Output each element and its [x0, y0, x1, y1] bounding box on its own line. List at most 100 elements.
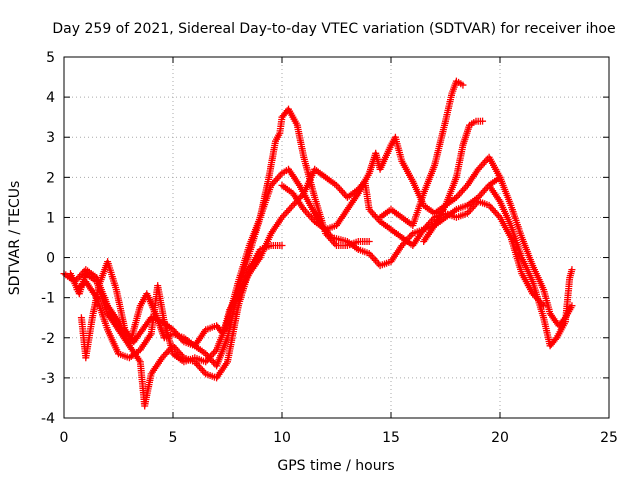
data-point-marks — [452, 143, 466, 181]
x-tick-label: 20 — [491, 430, 509, 446]
data-point-marks — [463, 199, 481, 217]
data-point-marks — [398, 213, 415, 228]
data-point-marks — [104, 310, 121, 332]
ticks: 0 5 10 15 20 25 -4 -3 -2 -1 0 1 2 3 4 5 — [41, 50, 618, 446]
data-point-marks — [518, 254, 536, 284]
data-point-marks — [442, 175, 460, 209]
data-point-marks — [311, 218, 328, 232]
data-point-marks — [463, 195, 480, 209]
data-point-marks — [322, 222, 338, 233]
data-point-marks — [518, 270, 536, 296]
data-point-marks — [431, 119, 449, 169]
y-tick-label: 3 — [46, 130, 55, 146]
data-point-marks — [376, 258, 393, 270]
data-point-marks — [409, 192, 427, 229]
data-point-marks — [139, 315, 154, 334]
data-point-marks — [466, 119, 478, 129]
data-point-marks — [540, 286, 553, 315]
data-point-marks — [169, 326, 186, 344]
data-point-marks — [391, 133, 405, 163]
data-point-marks — [104, 258, 120, 291]
data-point-marks — [420, 215, 437, 233]
data-point-marks — [169, 350, 186, 364]
data-point-marks — [376, 207, 393, 221]
data-point-marks — [245, 215, 263, 249]
data-point-marks — [88, 284, 102, 322]
y-tick-label: 1 — [46, 210, 55, 226]
data-point-marks — [431, 203, 448, 229]
data-point — [540, 302, 548, 310]
data-point-marks — [267, 215, 285, 237]
data-point-marks — [213, 360, 230, 382]
data-point-marks — [448, 79, 460, 97]
series-track-6 — [376, 77, 467, 229]
data-point-marks — [387, 243, 405, 266]
data-points — [60, 77, 576, 410]
data-point-marks — [202, 323, 218, 334]
data-point-marks — [333, 207, 350, 229]
series-track-7 — [420, 117, 487, 245]
data-point-marks — [285, 105, 300, 127]
data-point-marks — [265, 139, 279, 181]
data-point-marks — [293, 121, 307, 159]
data-point-marks — [224, 304, 242, 366]
x-axis-label: GPS time / hours — [277, 458, 394, 474]
data-point-marks — [496, 173, 514, 207]
data-point-marks — [343, 238, 360, 252]
data-point-marks — [300, 167, 318, 197]
data-point-marks — [452, 210, 469, 221]
data-point-marks — [104, 326, 122, 356]
plot-frame — [63, 56, 610, 419]
data-point-marks — [311, 165, 328, 180]
data-point-marks — [213, 336, 231, 370]
data-point — [365, 238, 373, 246]
data-point-marks — [553, 320, 568, 342]
data-point-marks — [459, 123, 473, 149]
data-point-marks — [285, 165, 302, 188]
data-point-marks — [561, 276, 573, 326]
data-point-marks — [387, 205, 404, 220]
data-point-marks — [354, 246, 371, 257]
data-point-marks — [82, 316, 96, 362]
data-point-marks — [180, 338, 197, 349]
data-point-marks — [496, 213, 514, 239]
data-point-marks — [191, 328, 208, 350]
data-point-marks — [322, 173, 339, 188]
data-point-marks — [191, 354, 207, 365]
data-point-marks — [529, 262, 547, 292]
data-point-marks — [180, 355, 197, 366]
data-point-marks — [507, 234, 525, 275]
data-point-marks — [158, 318, 175, 332]
data-point-marks — [141, 372, 155, 410]
data-point-marks — [343, 187, 360, 201]
data-point-marks — [202, 348, 219, 366]
y-axis-label: SDTVAR / TECUs — [7, 181, 23, 296]
data-point-marks — [112, 286, 129, 332]
data-point-marks — [398, 157, 416, 183]
data-point-marks — [125, 347, 142, 362]
data-point-marks — [529, 278, 547, 320]
y-tick-label: 4 — [46, 90, 55, 106]
data-point-marks — [289, 189, 307, 212]
y-tick-label: 5 — [46, 50, 55, 66]
data-point — [278, 242, 286, 250]
y-tick-label: -1 — [41, 291, 55, 307]
data-point-marks — [376, 143, 394, 173]
data-point-marks — [234, 272, 252, 298]
data-point-marks — [278, 203, 295, 221]
data-point-marks — [147, 356, 165, 378]
data-point-marks — [507, 222, 525, 259]
data-point-marks — [485, 201, 502, 220]
series-track-3 — [73, 165, 504, 366]
data-point-marks — [463, 167, 481, 189]
data-point-marks — [546, 335, 559, 350]
data-point-marks — [202, 370, 218, 381]
data-point-marks — [82, 266, 99, 280]
data-point-marks — [420, 163, 438, 197]
data-point-marks — [154, 282, 168, 324]
data-point-marks — [234, 244, 253, 286]
data-point-marks — [365, 250, 382, 268]
data-point-marks — [267, 171, 284, 189]
data-point — [568, 266, 576, 274]
